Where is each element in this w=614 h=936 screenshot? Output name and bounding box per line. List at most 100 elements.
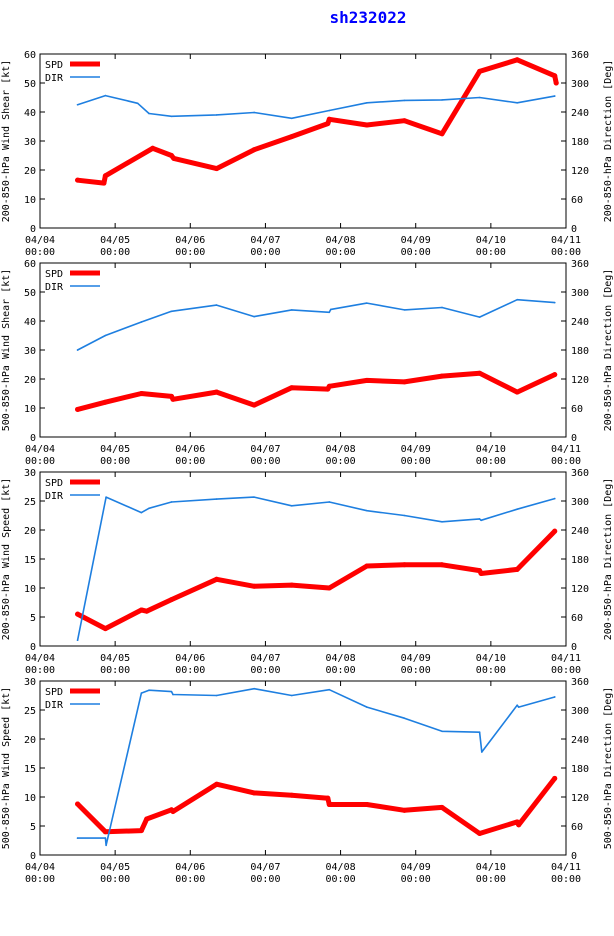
x-tick-label-time: 00:00 [326, 665, 356, 676]
data-point-spd [75, 801, 81, 807]
left-y-tick-label: 5 [30, 822, 36, 833]
data-point-dir [366, 102, 368, 104]
x-tick-label-time: 00:00 [326, 247, 356, 258]
series-line-spd [75, 57, 559, 186]
x-tick-label-time: 00:00 [476, 247, 506, 258]
right-y-tick-label: 300 [571, 706, 589, 717]
data-point-dir [553, 301, 556, 304]
data-point-spd [326, 802, 332, 808]
right-y-tick-label: 300 [571, 288, 589, 299]
legend-label-dir: DIR [45, 700, 64, 711]
data-point-dir [290, 505, 293, 507]
x-tick-label-date: 04/05 [100, 862, 130, 873]
right-y-tick-label: 0 [571, 224, 577, 235]
right-y-tick-label: 60 [571, 195, 583, 206]
x-tick-label-time: 00:00 [25, 456, 55, 467]
right-y-tick-label: 120 [571, 166, 589, 177]
data-point-dir [76, 639, 79, 641]
data-point-dir [328, 109, 331, 112]
legend-label-dir: DIR [45, 282, 64, 293]
data-point-spd [75, 611, 81, 617]
left-y-tick-label: 30 [24, 346, 36, 357]
data-point-dir [253, 496, 255, 498]
data-point-spd [169, 597, 174, 603]
data-point-dir [553, 696, 556, 698]
chart-panel-1: 010203040506006012018024030036004/0400:0… [1, 50, 614, 258]
left-y-tick-label: 30 [24, 468, 36, 479]
x-tick-label-time: 00:00 [100, 456, 130, 467]
data-point-dir [516, 508, 518, 511]
y-axis-label: 500-850-hPa Wind Shear [kt] [1, 269, 12, 432]
data-point-dir [290, 309, 293, 311]
x-tick-label-date: 04/07 [250, 444, 280, 455]
data-point-spd [289, 582, 295, 588]
x-tick-label-time: 00:00 [250, 456, 280, 467]
series-line-spd [75, 775, 558, 836]
right-y-tick-label: 60 [571, 822, 583, 833]
data-point-dir [105, 496, 107, 498]
data-point-dir [478, 518, 481, 520]
data-point-spd [170, 396, 176, 402]
y-axis-label: 500-850-hPa Wind Speed [kt] [1, 687, 12, 850]
data-point-dir [366, 706, 368, 708]
data-point-dir [441, 730, 443, 733]
legend-label-dir: DIR [45, 491, 64, 502]
left-y-tick-label: 40 [24, 108, 36, 119]
x-tick-label-date: 04/07 [250, 862, 280, 873]
data-point-spd [138, 391, 144, 396]
data-point-dir [104, 837, 107, 839]
data-point-spd [326, 383, 332, 389]
data-point-spd [326, 116, 332, 122]
x-tick-label-time: 00:00 [476, 665, 506, 676]
data-point-dir [516, 102, 518, 104]
data-point-spd [477, 370, 483, 376]
left-y-tick-label: 50 [24, 79, 36, 90]
left-y-tick-label: 30 [24, 137, 36, 148]
data-point-spd [138, 828, 144, 834]
data-point-dir [215, 694, 218, 697]
data-point-spd [150, 145, 156, 151]
x-tick-label-time: 00:00 [476, 874, 506, 885]
data-point-dir [140, 321, 143, 323]
series-line-dir [76, 94, 556, 120]
left-y-tick-label: 15 [24, 555, 36, 566]
right-y-tick-label: 240 [571, 735, 589, 746]
data-point-spd [516, 822, 522, 828]
data-point-dir [215, 498, 218, 500]
data-point-spd [364, 122, 370, 128]
data-point-dir [148, 689, 150, 691]
right-y-tick-label: 60 [571, 613, 583, 624]
data-point-dir [328, 501, 331, 503]
series-line-spd [75, 528, 558, 632]
x-tick-label-date: 04/11 [551, 235, 581, 246]
x-tick-label-time: 00:00 [326, 874, 356, 885]
right-y-tick-label: 60 [571, 404, 583, 415]
x-tick-label-time: 00:00 [175, 247, 205, 258]
right-y-tick-label: 360 [571, 50, 589, 61]
right-y-tick-label: 120 [571, 375, 589, 386]
x-tick-label-time: 00:00 [551, 456, 581, 467]
data-point-spd [251, 790, 257, 796]
x-tick-label-date: 04/05 [100, 653, 130, 664]
data-point-dir [104, 334, 107, 337]
left-y-tick-label: 20 [24, 166, 36, 177]
series-line-dir [76, 687, 556, 847]
x-tick-label-date: 04/08 [326, 862, 356, 873]
data-point-dir [290, 117, 293, 120]
data-point-spd [144, 608, 150, 614]
data-point-spd [514, 566, 520, 572]
data-point-dir [105, 844, 107, 847]
data-point-dir [403, 99, 406, 102]
data-point-spd [326, 585, 332, 591]
data-point-dir [481, 751, 483, 753]
x-tick-label-time: 00:00 [401, 665, 431, 676]
data-point-dir [517, 706, 520, 708]
x-tick-label-time: 00:00 [551, 874, 581, 885]
data-point-dir [330, 308, 332, 311]
chart-panel-3: 05101520253006012018024030036004/0400:00… [1, 468, 614, 676]
data-point-spd [477, 831, 483, 837]
series-line-dir [76, 496, 556, 642]
data-point-dir [170, 690, 173, 693]
right-y-tick-label: 240 [571, 108, 589, 119]
data-point-dir [215, 114, 218, 116]
